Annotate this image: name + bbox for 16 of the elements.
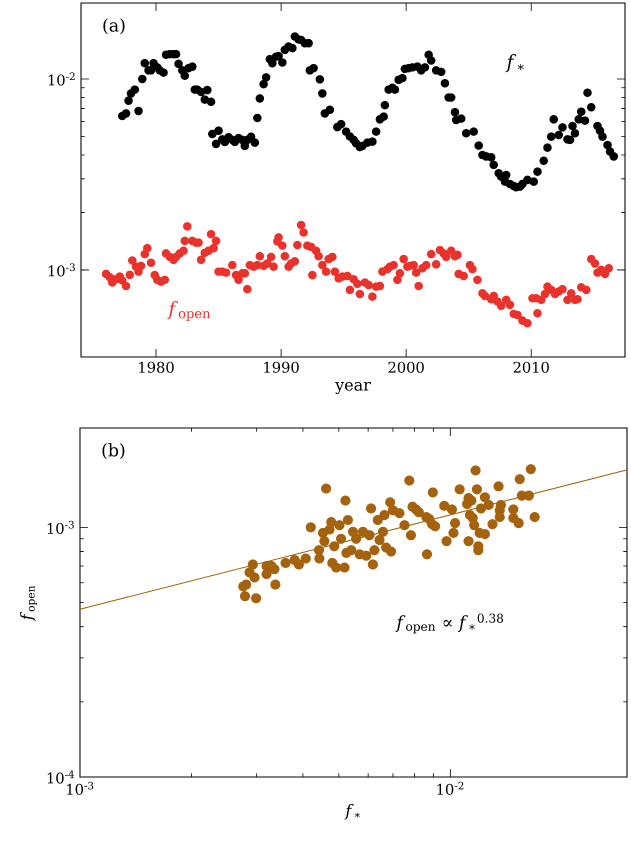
x-tick-label: 2000 [388,362,424,373]
y-tick-label: 10$^{-4}$ [48,770,74,784]
text: f$_{∗}$ [505,54,524,72]
y-tick-label: 10$^{-3}$ [48,520,74,534]
annotation: f$_{open}$ ∝ f$_{∗}$0.38 [395,614,504,634]
annotation: (a) [103,18,125,34]
x-tick-label: 2010 [514,362,549,373]
y-tick-label: 10$^{-2}$ [48,72,75,86]
x-tick-label: 1980 [139,362,174,373]
x-axis-title: f$_{∗}$ [344,804,360,820]
x-tick-label: 1990 [264,362,299,373]
annotation: (b) [102,443,124,460]
x-axis-title: year [335,382,371,394]
y-axis-title: f$_{open}$ [20,586,37,622]
series-label: f$_{open}$ [167,301,210,321]
y-tick-label: 10$^{-3}$ [48,263,75,276]
